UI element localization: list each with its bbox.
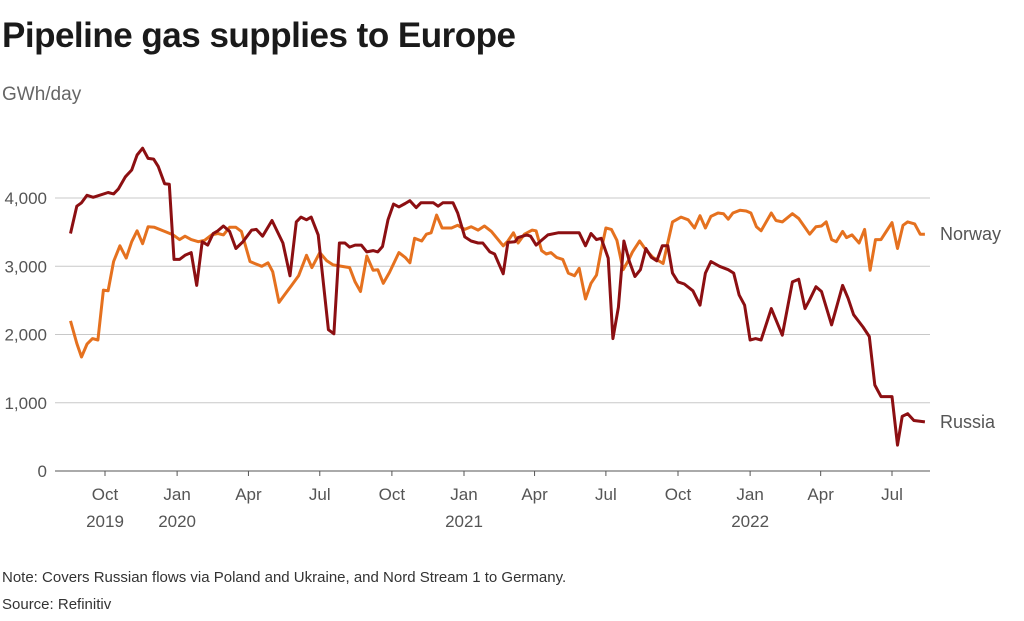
y-axis-unit-label: GWh/day bbox=[2, 84, 82, 105]
y-tick-label: 1,000 bbox=[4, 394, 47, 413]
x-tick-label: Apr bbox=[807, 485, 834, 504]
series-line-russia bbox=[69, 146, 926, 447]
series-label-norway: Norway bbox=[940, 224, 1001, 244]
x-tick-label: Oct bbox=[92, 485, 119, 504]
x-tick-label: Apr bbox=[521, 485, 548, 504]
x-tick-label: Oct bbox=[379, 485, 406, 504]
series-lines bbox=[69, 146, 926, 447]
y-tick-label: 3,000 bbox=[4, 257, 47, 276]
x-tick-label: Jul bbox=[309, 485, 331, 504]
gridlines bbox=[55, 197, 930, 472]
x-tick-label: Jan bbox=[736, 485, 763, 504]
x-tick-year-label: 2020 bbox=[158, 512, 196, 531]
x-tick-label: Jul bbox=[881, 485, 903, 504]
x-tick-label: Jan bbox=[163, 485, 190, 504]
x-tick-label: Jan bbox=[450, 485, 477, 504]
x-tick-label: Apr bbox=[235, 485, 262, 504]
y-tick-label: 4,000 bbox=[4, 189, 47, 208]
chart-source: Source: Refinitiv bbox=[2, 596, 112, 613]
x-axis-ticks: Oct 2019 Jan 2020 Apr Jul Oct Jan 2021 Apr Jul Oct J… bbox=[86, 471, 903, 531]
x-tick-label: Oct bbox=[665, 485, 692, 504]
chart-title: Pipeline gas supplies to Europe bbox=[2, 16, 516, 55]
y-axis-ticks: 0 1,000 2,000 3,000 4,000 bbox=[4, 189, 47, 481]
x-tick-label: Jul bbox=[595, 485, 617, 504]
y-tick-label: 0 bbox=[38, 462, 47, 481]
series-label-russia: Russia bbox=[940, 412, 996, 432]
x-tick-year-label: 2019 bbox=[86, 512, 124, 531]
x-tick-year-label: 2022 bbox=[731, 512, 769, 531]
y-tick-label: 2,000 bbox=[4, 326, 47, 345]
x-tick-year-label: 2021 bbox=[445, 512, 483, 531]
series-labels: Norway Russia bbox=[940, 224, 1001, 432]
chart-note: Note: Covers Russian flows via Poland an… bbox=[2, 569, 567, 586]
